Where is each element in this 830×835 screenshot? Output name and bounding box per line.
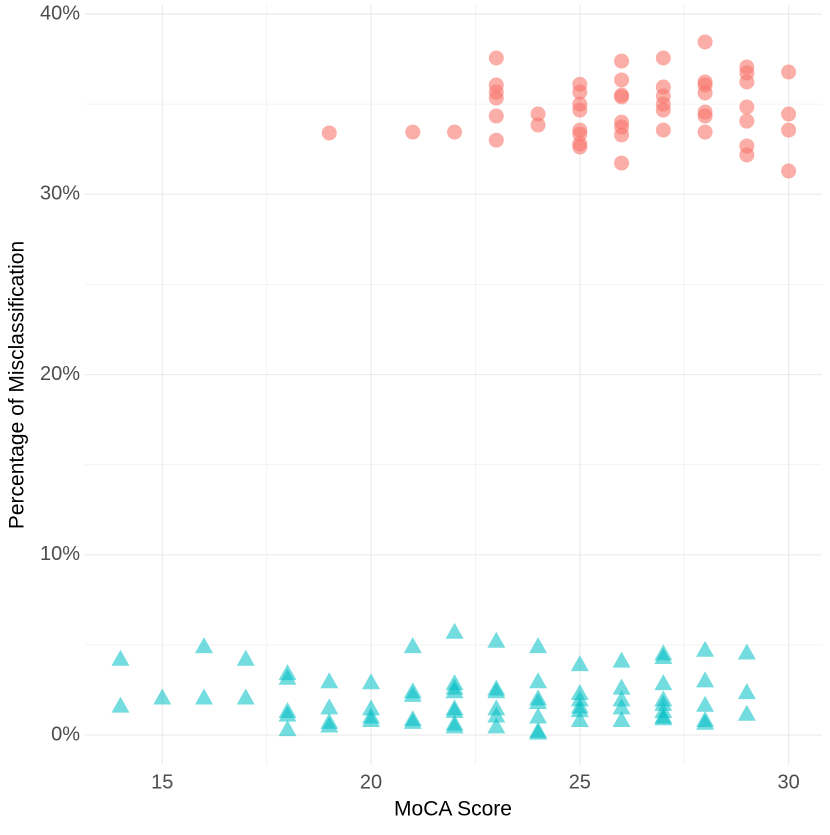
triangle-point [654,709,673,726]
triangle-point [445,717,464,734]
circle-point [655,122,671,138]
triangle-point [487,706,506,723]
triangle-point [696,713,715,730]
triangle-point [445,622,464,639]
circle-point [488,50,504,66]
triangle-point [612,698,631,715]
circle-point [572,102,588,118]
y-axis-title: Percentage of Misclassification [6,241,29,529]
triangle-point [320,672,339,689]
triangle-point [529,672,548,689]
circle-point [655,50,671,66]
triangle-point [487,717,506,734]
circle-point [697,124,713,140]
y-tick-label: 0% [51,723,80,745]
triangle-point [111,649,130,666]
circle-point [739,74,755,90]
triangle-point [362,711,381,728]
x-tick-label: 20 [360,771,382,793]
circle-point [488,108,504,124]
triangle-point [195,688,214,705]
triangle-point [487,682,506,699]
circle-point [739,99,755,115]
circle-point [488,90,504,106]
y-tick-label: 30% [40,183,80,205]
triangle-point [403,712,422,729]
circle-point [781,122,797,138]
circle-point [321,125,337,141]
triangle-point [445,682,464,699]
circle-point [530,117,546,133]
triangle-point [696,695,715,712]
circle-point [572,84,588,100]
x-tick-label: 30 [777,771,799,793]
triangle-point [236,649,255,666]
y-tick-label: 20% [40,363,80,385]
circle-point [697,85,713,101]
triangle-point [737,643,756,660]
triangle-point [612,711,631,728]
triangle-point [195,637,214,654]
circle-point [614,89,630,105]
circle-point [739,113,755,129]
circle-point [655,102,671,118]
x-axis-title: MoCA Score [394,798,512,821]
circle-point [739,147,755,163]
triangle-point [445,702,464,719]
triangle-point [320,716,339,733]
triangle-point [278,668,297,685]
y-tick-label: 40% [40,2,80,24]
triangle-point [362,699,381,716]
circle-point [781,163,797,179]
x-tick-label: 25 [569,771,591,793]
triangle-point [612,678,631,695]
triangle-point [403,637,422,654]
x-tick-label: 15 [151,771,173,793]
circle-point [447,124,463,140]
triangle-point [529,693,548,710]
circle-point [572,139,588,155]
triangle-point [612,651,631,668]
triangle-point [696,671,715,688]
triangle-point [737,704,756,721]
circle-point [614,53,630,69]
triangle-point [362,673,381,690]
circle-point [697,108,713,124]
circle-point [781,64,797,80]
circle-point [530,106,546,122]
triangle-point [529,723,548,740]
circle-point [405,124,421,140]
triangle-point [570,701,589,718]
circle-point [488,132,504,148]
triangle-point [654,674,673,691]
triangle-point [696,640,715,657]
triangle-point [236,688,255,705]
triangle-point [403,685,422,702]
triangle-point [111,696,130,713]
triangle-point [570,655,589,672]
triangle-point [278,720,297,737]
triangle-point [654,647,673,664]
triangle-point [570,711,589,728]
circle-point [614,155,630,171]
circle-point [614,127,630,143]
triangle-point [529,707,548,724]
circle-point [614,72,630,88]
triangle-point [529,637,548,654]
triangle-point [487,631,506,648]
circle-point [697,34,713,50]
triangle-point [278,705,297,722]
triangle-point [153,688,172,705]
triangle-point [320,698,339,715]
circle-point [781,106,797,122]
triangle-point [737,683,756,700]
triangle-point [612,690,631,707]
y-tick-label: 10% [40,543,80,565]
